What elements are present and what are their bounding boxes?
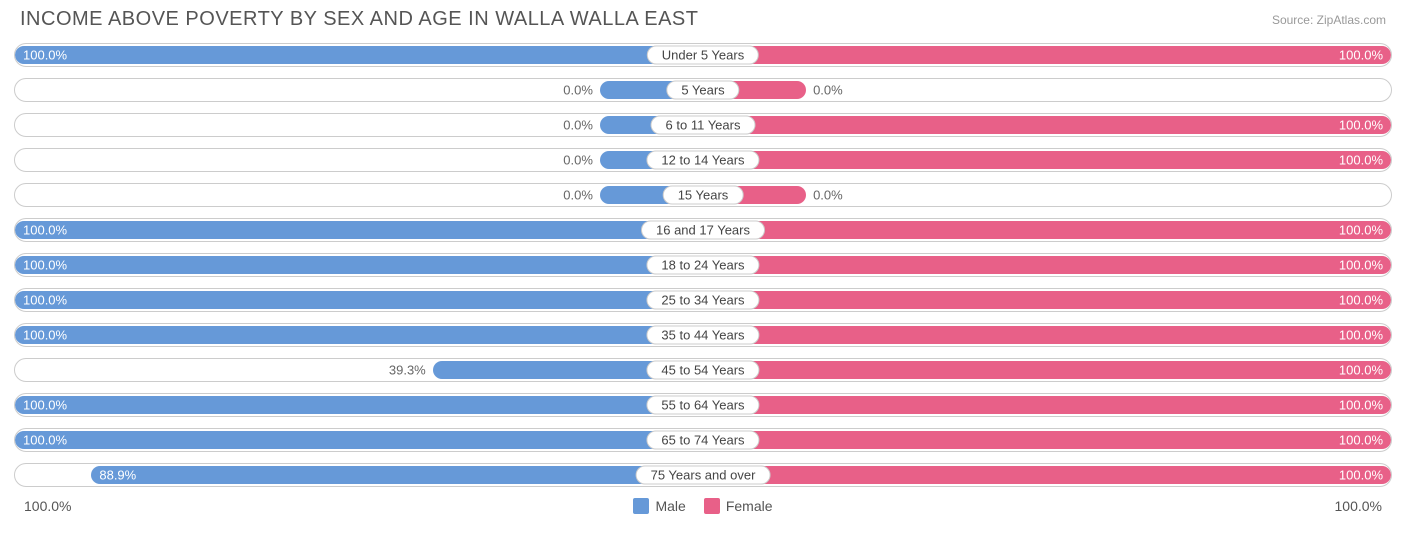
legend-female: Female	[704, 498, 773, 514]
female-value: 100.0%	[1339, 468, 1383, 483]
male-value: 0.0%	[563, 118, 593, 133]
female-value: 100.0%	[1339, 363, 1383, 378]
female-value: 100.0%	[1339, 433, 1383, 448]
age-label: 5 Years	[666, 81, 739, 100]
male-bar: 100.0%	[15, 256, 703, 274]
male-bar: 100.0%	[15, 431, 703, 449]
chart-row: 100.0% 100.0% 65 to 74 Years	[14, 428, 1392, 452]
female-value: 100.0%	[1339, 293, 1383, 308]
chart-body: 100.0% 100.0% Under 5 Years 0.0% 0.0% 5 Years…	[0, 43, 1406, 487]
female-bar: 100.0%	[703, 221, 1391, 239]
female-bar: 100.0%	[703, 431, 1391, 449]
age-label: 55 to 64 Years	[646, 396, 759, 415]
male-value: 100.0%	[23, 48, 67, 63]
female-value: 100.0%	[1339, 398, 1383, 413]
legend-female-swatch	[704, 498, 720, 514]
chart-row: 88.9% 100.0% 75 Years and over	[14, 463, 1392, 487]
female-bar: 100.0%	[703, 151, 1391, 169]
male-value: 88.9%	[99, 468, 136, 483]
male-value: 0.0%	[563, 153, 593, 168]
legend-male: Male	[633, 498, 685, 514]
male-bar: 100.0%	[15, 396, 703, 414]
axis-left-label: 100.0%	[24, 498, 71, 514]
age-label: 35 to 44 Years	[646, 326, 759, 345]
female-value: 100.0%	[1339, 258, 1383, 273]
male-value: 100.0%	[23, 328, 67, 343]
chart-row: 0.0% 100.0% 6 to 11 Years	[14, 113, 1392, 137]
female-value: 100.0%	[1339, 118, 1383, 133]
chart-row: 39.3% 100.0% 45 to 54 Years	[14, 358, 1392, 382]
chart-row: 100.0% 100.0% 25 to 34 Years	[14, 288, 1392, 312]
age-label: 18 to 24 Years	[646, 256, 759, 275]
female-value: 100.0%	[1339, 48, 1383, 63]
legend-male-label: Male	[655, 498, 685, 514]
male-value: 100.0%	[23, 293, 67, 308]
female-value: 100.0%	[1339, 328, 1383, 343]
chart-row: 100.0% 100.0% 55 to 64 Years	[14, 393, 1392, 417]
chart-header: INCOME ABOVE POVERTY BY SEX AND AGE IN W…	[0, 0, 1406, 43]
chart-row: 100.0% 100.0% 16 and 17 Years	[14, 218, 1392, 242]
female-bar: 100.0%	[703, 46, 1391, 64]
age-label: 25 to 34 Years	[646, 291, 759, 310]
female-value: 100.0%	[1339, 153, 1383, 168]
chart-row: 100.0% 100.0% 35 to 44 Years	[14, 323, 1392, 347]
male-bar: 100.0%	[15, 46, 703, 64]
chart-row: 100.0% 100.0% 18 to 24 Years	[14, 253, 1392, 277]
female-bar: 100.0%	[703, 466, 1391, 484]
axis-right-label: 100.0%	[1335, 498, 1382, 514]
female-bar: 100.0%	[703, 256, 1391, 274]
chart-row: 0.0% 0.0% 15 Years	[14, 183, 1392, 207]
female-bar: 100.0%	[703, 361, 1391, 379]
male-bar: 100.0%	[15, 221, 703, 239]
female-bar: 100.0%	[703, 291, 1391, 309]
chart-source: Source: ZipAtlas.com	[1272, 13, 1386, 27]
male-value: 100.0%	[23, 223, 67, 238]
age-label: 15 Years	[663, 186, 744, 205]
age-label: 75 Years and over	[636, 466, 771, 485]
legend-female-label: Female	[726, 498, 773, 514]
age-label: 6 to 11 Years	[651, 116, 756, 135]
male-bar: 88.9%	[91, 466, 703, 484]
age-label: 16 and 17 Years	[641, 221, 765, 240]
age-label: 65 to 74 Years	[646, 431, 759, 450]
chart-row: 0.0% 0.0% 5 Years	[14, 78, 1392, 102]
age-label: Under 5 Years	[647, 46, 759, 65]
age-label: 45 to 54 Years	[646, 361, 759, 380]
male-bar: 100.0%	[15, 291, 703, 309]
male-value: 0.0%	[563, 83, 593, 98]
male-value: 100.0%	[23, 398, 67, 413]
chart-row: 100.0% 100.0% Under 5 Years	[14, 43, 1392, 67]
age-label: 12 to 14 Years	[646, 151, 759, 170]
female-value: 0.0%	[813, 188, 843, 203]
female-bar: 100.0%	[703, 116, 1391, 134]
chart-footer: 100.0% Male Female 100.0%	[0, 498, 1406, 514]
male-value: 100.0%	[23, 258, 67, 273]
male-value: 39.3%	[389, 363, 426, 378]
male-bar: 100.0%	[15, 326, 703, 344]
chart-row: 0.0% 100.0% 12 to 14 Years	[14, 148, 1392, 172]
female-bar: 100.0%	[703, 396, 1391, 414]
male-value: 0.0%	[563, 188, 593, 203]
legend-male-swatch	[633, 498, 649, 514]
female-value: 0.0%	[813, 83, 843, 98]
legend: Male Female	[633, 498, 772, 514]
female-bar: 100.0%	[703, 326, 1391, 344]
female-value: 100.0%	[1339, 223, 1383, 238]
male-value: 100.0%	[23, 433, 67, 448]
chart-title: INCOME ABOVE POVERTY BY SEX AND AGE IN W…	[20, 8, 698, 31]
